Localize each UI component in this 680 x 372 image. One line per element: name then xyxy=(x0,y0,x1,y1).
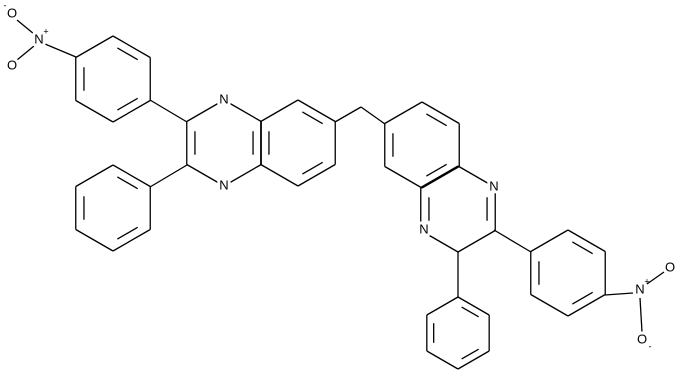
bond xyxy=(117,176,139,190)
bonds xyxy=(16,19,665,370)
bond xyxy=(420,229,459,253)
bond xyxy=(360,106,386,125)
bond xyxy=(112,164,151,188)
bond xyxy=(426,296,459,316)
bond xyxy=(567,293,606,317)
bond xyxy=(426,113,448,127)
atom-label: O xyxy=(665,259,675,274)
atom-charge: - xyxy=(4,0,7,10)
bond xyxy=(117,47,139,61)
bond xyxy=(260,99,299,123)
bond xyxy=(646,271,665,285)
bond xyxy=(420,165,459,189)
atom-label: N xyxy=(219,91,228,106)
atom-label: O xyxy=(7,57,17,72)
bond xyxy=(112,99,151,123)
bond xyxy=(426,163,448,177)
atom-label: O xyxy=(7,5,17,20)
bond xyxy=(457,296,490,316)
bond xyxy=(604,292,634,296)
bond xyxy=(567,229,606,253)
bond xyxy=(297,163,336,187)
atom-labels: O - N + O N N N N N + O O - xyxy=(4,0,679,351)
bond xyxy=(223,99,262,123)
bond xyxy=(530,229,569,253)
bond xyxy=(75,228,114,252)
bond xyxy=(457,350,490,370)
bond xyxy=(493,229,532,253)
atom-charge: + xyxy=(43,26,48,36)
atom-label: N xyxy=(489,178,498,193)
bond xyxy=(117,226,139,240)
atom-charge: + xyxy=(644,276,649,286)
atom-charge: - xyxy=(649,341,652,351)
atom-label: N xyxy=(219,177,228,192)
bond xyxy=(112,35,151,59)
bond xyxy=(334,106,362,123)
bond xyxy=(302,161,324,175)
bond xyxy=(297,99,336,123)
bond xyxy=(186,163,225,187)
bond xyxy=(223,163,262,187)
bond xyxy=(530,293,569,317)
atom-label: O xyxy=(637,331,647,346)
bond xyxy=(421,165,460,189)
atom-label: N xyxy=(635,281,644,296)
bond xyxy=(572,241,594,255)
bond xyxy=(44,43,77,58)
bond xyxy=(302,111,324,125)
atom-label: N xyxy=(34,31,43,46)
atom-label: N xyxy=(419,221,428,236)
bond xyxy=(75,99,114,123)
bond xyxy=(75,35,114,59)
bond xyxy=(461,306,479,318)
bond xyxy=(461,348,479,360)
bond xyxy=(16,19,35,35)
bond xyxy=(260,163,299,187)
bond xyxy=(639,297,643,333)
bond xyxy=(186,99,225,123)
bond xyxy=(421,101,460,125)
bond xyxy=(457,229,496,253)
bond xyxy=(112,228,151,252)
bond xyxy=(149,99,188,123)
bond xyxy=(149,164,188,188)
bond xyxy=(75,164,114,188)
bond xyxy=(426,350,459,370)
bond xyxy=(16,45,35,61)
bond xyxy=(457,165,496,189)
bond xyxy=(384,165,423,189)
bond xyxy=(117,97,139,111)
bond xyxy=(572,291,594,305)
bond xyxy=(384,101,423,125)
